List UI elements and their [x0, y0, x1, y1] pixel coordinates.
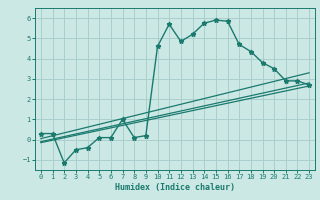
X-axis label: Humidex (Indice chaleur): Humidex (Indice chaleur) [115, 183, 235, 192]
